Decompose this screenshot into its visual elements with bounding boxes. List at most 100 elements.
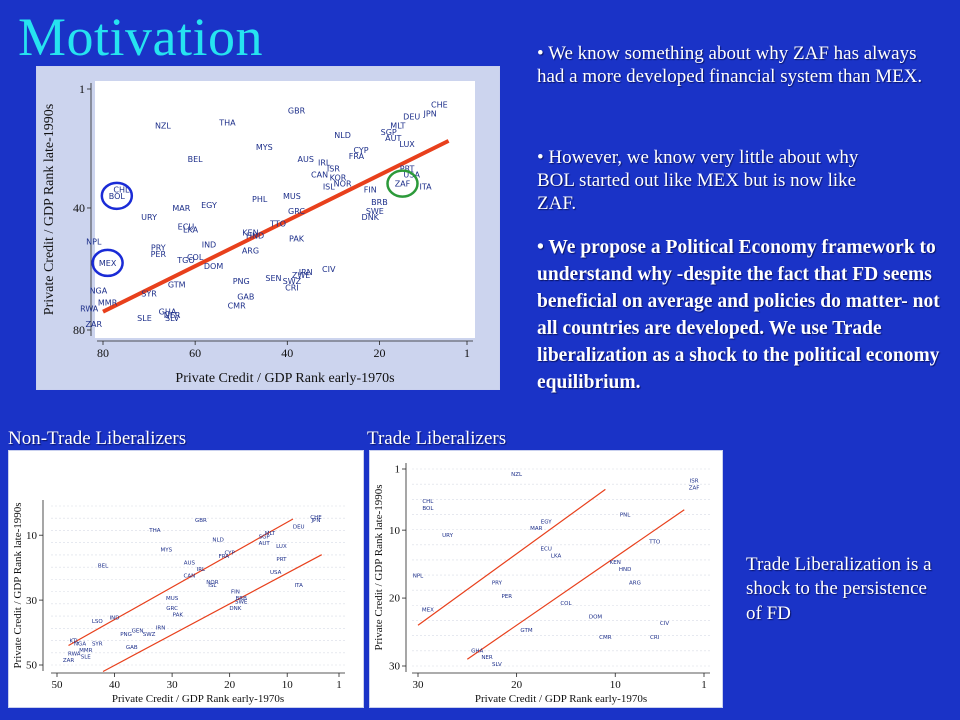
- point-label: MUS: [166, 596, 179, 602]
- point-label: NER: [481, 655, 493, 661]
- y-tick-label: 30: [389, 661, 401, 673]
- point-label: PER: [501, 594, 512, 600]
- point-label: PNG: [120, 632, 132, 638]
- point-label: SWZ: [283, 277, 302, 286]
- fit-line: [102, 139, 450, 314]
- bullet-text: We know something about why ZAF has alwa…: [537, 43, 923, 88]
- point-label: ZAF: [395, 180, 411, 189]
- main-scatter-panel: 80 60 40 20 1 1 40 80 CHE JPN DEU MLT SGP AUT LUX GBR NZ…: [36, 66, 500, 390]
- point-label: NZL: [511, 472, 523, 478]
- point-label: SLV: [165, 314, 180, 323]
- point-label: SEN: [265, 274, 281, 283]
- point-label: GTM: [168, 280, 186, 289]
- y-tick-label: 30: [26, 595, 38, 607]
- point-label: BEL: [98, 564, 109, 570]
- point-label: MMR: [79, 648, 92, 654]
- point-label: AUS: [298, 155, 314, 164]
- point-label: SGP: [381, 128, 397, 137]
- point-label: IND: [202, 241, 217, 250]
- x-tick-label: 10: [282, 679, 294, 691]
- point-label: ISL: [323, 183, 335, 192]
- plot-area: [95, 81, 475, 338]
- point-label: MLT: [390, 122, 405, 131]
- point-label: EGY: [201, 201, 217, 210]
- x-tick-label: 20: [511, 679, 523, 691]
- point-label: PNG: [233, 277, 250, 286]
- fit-line: [466, 509, 685, 660]
- point-label: CHE: [431, 100, 448, 109]
- trade-panel: 30 20 10 1 1 10 20 30 NZL ISR ZAF CHL BOL PNL EGY MAR UR…: [369, 450, 723, 708]
- point-label: RWA: [80, 305, 99, 314]
- x-axis-label: Private Credit / GDP Rank early-1970s: [112, 693, 284, 705]
- point-label: TTO: [648, 540, 661, 546]
- point-label: THA: [148, 528, 160, 534]
- point-label: CMR: [228, 302, 246, 311]
- trade-heading: Trade Liberalizers: [367, 428, 507, 449]
- bullet-zaf-mex: • We know something about why ZAF has al…: [537, 42, 937, 88]
- point-label: FRA: [219, 554, 230, 560]
- highlight-circle: [386, 169, 419, 198]
- point-label: DEU: [403, 113, 420, 122]
- point-label: NZL: [155, 122, 171, 131]
- point-label: ITA: [419, 183, 432, 192]
- y-axis-label: Private Credit / GDP Rank late-1990s: [12, 502, 24, 668]
- point-label: FRA: [349, 152, 365, 161]
- point-label: GBR: [195, 518, 207, 524]
- point-label: AUS: [184, 560, 196, 566]
- point-label: EGY: [541, 519, 552, 525]
- point-label: BRB: [235, 596, 247, 602]
- x-tick-label: 20: [373, 346, 385, 360]
- point-label: CHE: [310, 515, 322, 521]
- point-label: DNK: [362, 213, 380, 222]
- point-label: PRT: [276, 557, 287, 563]
- point-label: KEN: [242, 228, 258, 237]
- y-tick-label: 1: [79, 82, 85, 96]
- x-tick-label: 1: [701, 679, 707, 691]
- point-label: MMR: [98, 299, 118, 308]
- x-tick-label: 40: [281, 346, 293, 360]
- non-trade-heading: Non-Trade Liberalizers: [8, 428, 187, 449]
- point-label: LUX: [399, 140, 415, 149]
- point-label: BOL: [109, 192, 126, 201]
- point-label: HND: [619, 567, 632, 573]
- point-label: NPL: [413, 574, 424, 580]
- point-label: THA: [218, 119, 236, 128]
- y-tick-label: 10: [26, 530, 38, 542]
- bullet-text: However, we know very little about why B…: [537, 147, 859, 215]
- point-label: NGA: [74, 642, 86, 648]
- point-label: ISL: [208, 583, 217, 589]
- point-label: SWE: [366, 207, 384, 216]
- point-label: CRI: [650, 635, 660, 641]
- point-label: NPL: [86, 238, 102, 247]
- point-label: TGO: [176, 256, 194, 265]
- point-label: CHL: [422, 499, 434, 505]
- point-label: IRL: [318, 158, 331, 167]
- x-tick-label: 10: [610, 679, 622, 691]
- x-tick-label: 30: [167, 679, 179, 691]
- point-label: ISR: [327, 164, 340, 173]
- bullet-text: We propose a Political Economy framework…: [537, 237, 940, 393]
- point-label: PNL: [620, 513, 631, 519]
- point-label: PRY: [492, 580, 503, 586]
- point-label: GRC: [166, 606, 178, 612]
- point-label: IRL: [197, 567, 206, 573]
- bullet-marker: •: [537, 237, 544, 258]
- point-label: CHL: [113, 186, 130, 195]
- point-label: CRI: [285, 283, 299, 292]
- point-label: ECU: [178, 222, 195, 231]
- point-label: SYR: [92, 642, 103, 648]
- y-axis-label: Private Credit / GDP Rank late-1990s: [42, 104, 57, 315]
- point-label: ARG: [242, 247, 259, 256]
- y-tick-label: 50: [26, 660, 38, 672]
- point-label: ISR: [690, 479, 699, 485]
- point-label: IRN: [156, 625, 166, 631]
- point-label: CIV: [322, 265, 336, 274]
- point-label: CYP: [224, 551, 235, 557]
- point-label: URY: [442, 533, 453, 539]
- point-label: PRT: [400, 164, 415, 173]
- y-axis-label: Private Credit / GDP Rank late-1990s: [373, 484, 385, 650]
- x-tick-label: 30: [413, 679, 425, 691]
